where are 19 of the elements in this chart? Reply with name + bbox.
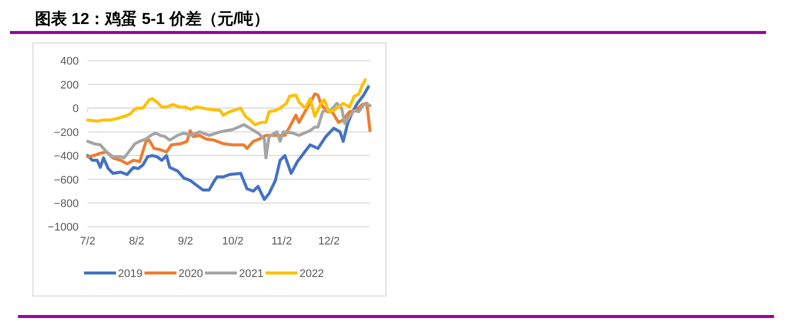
x-tick-label: 10/2 (222, 236, 244, 248)
legend-label: 2020 (178, 268, 203, 280)
y-tick-label: 0 (72, 103, 79, 116)
y-tick-label: −200 (54, 126, 79, 139)
chart-title: 图表 12：鸡蛋 5-1 价差（元/吨） (35, 10, 270, 28)
y-tick-label: 400 (60, 56, 79, 68)
y-tick-label: −400 (54, 150, 79, 163)
y-tick-label: −1000 (48, 222, 79, 234)
legend-label: 2019 (118, 268, 142, 280)
y-tick-label: −800 (54, 198, 79, 210)
x-tick-label: 8/2 (128, 236, 144, 248)
y-tick-label: 200 (60, 79, 79, 92)
legend-label: 2022 (299, 268, 324, 280)
x-tick-label: 9/2 (178, 236, 194, 248)
x-tick-label: 11/2 (271, 236, 292, 248)
x-tick-label: 12/2 (318, 236, 340, 248)
y-tick-label: −600 (54, 174, 79, 186)
x-tick-label: 7/2 (80, 236, 96, 248)
legend-label: 2021 (238, 268, 264, 280)
